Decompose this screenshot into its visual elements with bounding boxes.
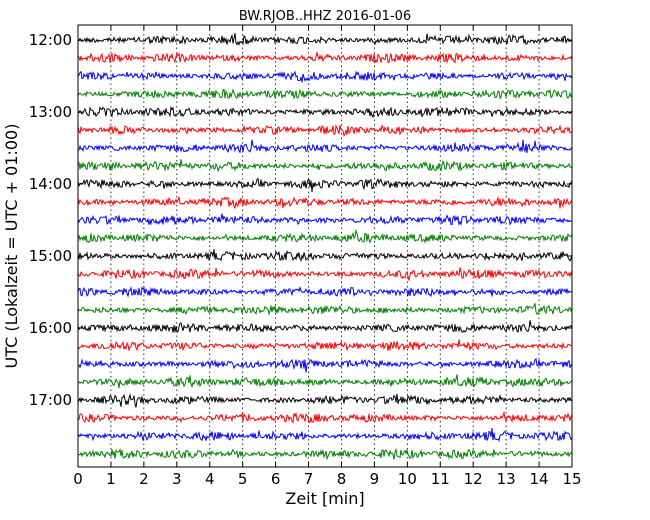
x-tick-label: 0 [73,470,83,488]
trace-1645 [77,374,573,389]
y-axis-label: UTC (Lokalzeit = UTC + 01:00) [2,124,21,369]
trace-1530 [77,286,573,298]
x-tick-label: 5 [238,470,248,488]
trace-1515 [77,267,573,281]
x-tick-label: 11 [431,470,450,488]
x-tick-label: 6 [271,470,281,488]
trace-1215 [77,51,573,64]
x-tick-label: 4 [205,470,215,488]
x-axis-label: Zeit [min] [285,489,364,508]
trace-1345 [77,159,573,173]
trace-1700 [77,392,573,408]
x-tick-label: 3 [172,470,182,488]
x-tick-label: 9 [370,470,380,488]
trace-1230 [77,70,573,83]
trace-1445 [77,228,573,244]
x-tick-label: 2 [139,470,149,488]
y-tick-label: 13:00 [29,103,72,121]
trace-1715 [77,410,573,424]
trace-1600 [77,320,573,334]
trace-1200 [77,33,573,46]
trace-1430 [77,213,573,227]
x-tick-label: 1 [106,470,116,488]
seismogram-traces [77,33,573,461]
x-tick-label: 8 [337,470,347,488]
y-tick-label: 14:00 [29,175,72,193]
trace-1545 [77,303,573,316]
x-tick-label: 7 [304,470,314,488]
y-tick-label: 16:00 [29,319,72,337]
trace-1300 [77,105,573,119]
grid-lines [110,25,540,467]
x-tick-label: 10 [398,470,417,488]
x-tick-label: 15 [562,470,581,488]
y-tick-label: 17:00 [29,391,72,409]
trace-1400 [77,177,573,192]
x-tick-label: 14 [530,470,549,488]
trace-1330 [77,139,573,154]
trace-1500 [77,249,573,262]
chart-title: BW.RJOB..HHZ 2016-01-06 [239,9,411,24]
x-tick-label: 13 [497,470,516,488]
trace-1245 [77,88,573,100]
trace-1615 [77,339,573,352]
x-tick-label: 12 [464,470,483,488]
y-tick-label: 12:00 [29,31,72,49]
trace-1315 [77,124,573,137]
trace-1415 [77,196,573,210]
trace-1630 [77,357,573,373]
y-tick-label: 15:00 [29,247,72,265]
x-axis-ticks: 0 1 2 3 4 5 6 7 8 9 10 11 12 13 14 15 [73,25,582,488]
trace-1745 [77,447,573,461]
plot-frame [77,24,573,468]
y-axis-ticks: 12:00 13:00 14:00 15:00 16:00 17:00 [29,31,572,409]
trace-1730 [77,427,573,442]
